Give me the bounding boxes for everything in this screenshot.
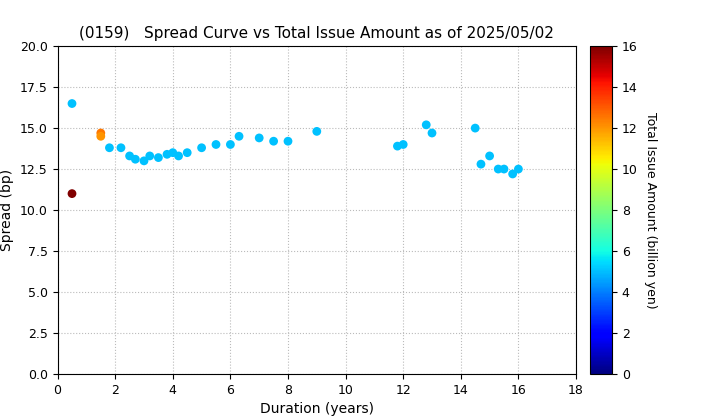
Title: (0159)   Spread Curve vs Total Issue Amount as of 2025/05/02: (0159) Spread Curve vs Total Issue Amoun… [79,26,554,41]
Point [95,133,107,139]
Point [66,100,78,107]
Point [95,130,107,136]
Point [392,143,403,150]
Point [397,141,409,148]
Point [498,165,510,172]
Point [138,158,150,164]
Y-axis label: Spread (bp): Spread (bp) [1,169,14,251]
Point [210,141,222,148]
Point [492,165,504,172]
Point [268,138,279,144]
Point [233,133,245,139]
Point [253,134,265,141]
Point [124,152,135,159]
Point [167,149,179,156]
X-axis label: Duration (years): Duration (years) [260,402,374,416]
Point [144,152,156,159]
Point [475,161,487,168]
Point [513,165,524,172]
Point [130,156,141,163]
Point [225,141,236,148]
Point [161,151,173,158]
Point [66,190,78,197]
Point [282,138,294,144]
Point [196,144,207,151]
Point [311,128,323,135]
Point [426,130,438,136]
Point [469,125,481,131]
Point [507,171,518,177]
Point [104,144,115,151]
Point [484,152,495,159]
Y-axis label: Total Issue Amount (billion yen): Total Issue Amount (billion yen) [644,112,657,308]
Point [173,152,184,159]
Point [115,144,127,151]
Point [181,149,193,156]
Point [420,121,432,128]
Point [153,154,164,161]
